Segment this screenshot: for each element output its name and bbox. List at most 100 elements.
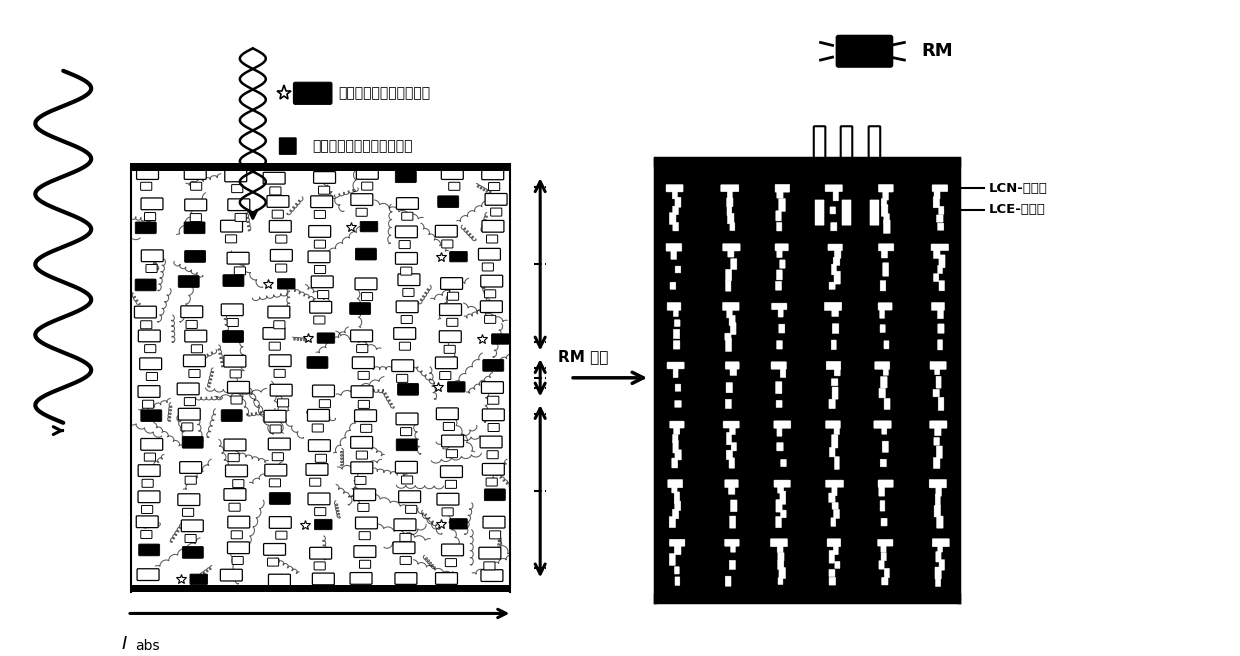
- FancyBboxPatch shape: [937, 306, 944, 319]
- FancyBboxPatch shape: [776, 211, 781, 221]
- FancyBboxPatch shape: [730, 222, 735, 231]
- FancyBboxPatch shape: [776, 443, 784, 451]
- FancyBboxPatch shape: [835, 271, 841, 284]
- FancyBboxPatch shape: [727, 450, 733, 460]
- FancyBboxPatch shape: [936, 483, 941, 496]
- FancyBboxPatch shape: [728, 249, 734, 257]
- Bar: [131, 163, 510, 171]
- FancyBboxPatch shape: [776, 500, 782, 512]
- FancyBboxPatch shape: [879, 483, 884, 496]
- FancyBboxPatch shape: [882, 577, 888, 585]
- FancyBboxPatch shape: [351, 386, 373, 398]
- FancyBboxPatch shape: [937, 324, 944, 333]
- FancyBboxPatch shape: [934, 190, 940, 199]
- FancyBboxPatch shape: [186, 320, 197, 329]
- FancyBboxPatch shape: [828, 493, 835, 502]
- FancyBboxPatch shape: [441, 435, 464, 447]
- FancyBboxPatch shape: [775, 244, 789, 251]
- FancyBboxPatch shape: [833, 257, 839, 266]
- FancyBboxPatch shape: [275, 235, 286, 243]
- FancyBboxPatch shape: [776, 190, 784, 198]
- FancyBboxPatch shape: [270, 425, 281, 433]
- FancyBboxPatch shape: [883, 263, 889, 276]
- FancyBboxPatch shape: [935, 576, 941, 586]
- FancyBboxPatch shape: [140, 182, 151, 190]
- FancyBboxPatch shape: [362, 182, 373, 190]
- FancyBboxPatch shape: [675, 567, 680, 574]
- FancyBboxPatch shape: [880, 281, 885, 291]
- FancyBboxPatch shape: [935, 425, 941, 436]
- FancyBboxPatch shape: [315, 508, 326, 516]
- FancyBboxPatch shape: [482, 409, 505, 420]
- FancyBboxPatch shape: [355, 278, 377, 290]
- FancyBboxPatch shape: [190, 574, 207, 584]
- FancyBboxPatch shape: [401, 316, 413, 323]
- FancyBboxPatch shape: [352, 357, 374, 369]
- FancyBboxPatch shape: [672, 509, 678, 519]
- FancyBboxPatch shape: [441, 544, 464, 556]
- FancyBboxPatch shape: [229, 503, 241, 511]
- FancyBboxPatch shape: [934, 506, 941, 517]
- Text: LCE-富集层: LCE-富集层: [990, 203, 1047, 216]
- FancyBboxPatch shape: [831, 340, 836, 350]
- FancyBboxPatch shape: [269, 479, 280, 487]
- FancyBboxPatch shape: [315, 455, 326, 462]
- Text: LCE: LCE: [901, 167, 939, 186]
- FancyBboxPatch shape: [143, 400, 154, 408]
- FancyBboxPatch shape: [263, 173, 285, 184]
- FancyBboxPatch shape: [184, 222, 205, 234]
- FancyBboxPatch shape: [138, 569, 159, 581]
- FancyBboxPatch shape: [882, 249, 888, 258]
- FancyBboxPatch shape: [393, 542, 415, 554]
- FancyBboxPatch shape: [827, 539, 841, 546]
- FancyBboxPatch shape: [308, 493, 330, 504]
- FancyBboxPatch shape: [140, 358, 161, 369]
- FancyBboxPatch shape: [231, 396, 242, 404]
- FancyBboxPatch shape: [776, 516, 781, 527]
- FancyBboxPatch shape: [668, 480, 683, 488]
- FancyBboxPatch shape: [880, 377, 887, 388]
- FancyBboxPatch shape: [675, 501, 681, 510]
- FancyBboxPatch shape: [832, 502, 838, 509]
- FancyBboxPatch shape: [438, 196, 459, 207]
- FancyBboxPatch shape: [141, 410, 161, 422]
- FancyBboxPatch shape: [350, 302, 371, 314]
- FancyBboxPatch shape: [227, 542, 249, 554]
- FancyBboxPatch shape: [841, 126, 852, 158]
- FancyBboxPatch shape: [670, 213, 676, 224]
- FancyBboxPatch shape: [221, 410, 242, 421]
- FancyBboxPatch shape: [832, 387, 838, 399]
- FancyBboxPatch shape: [263, 327, 285, 339]
- FancyBboxPatch shape: [675, 577, 680, 585]
- FancyBboxPatch shape: [939, 281, 945, 291]
- FancyBboxPatch shape: [179, 408, 200, 420]
- FancyBboxPatch shape: [672, 458, 678, 468]
- FancyBboxPatch shape: [882, 441, 888, 453]
- FancyBboxPatch shape: [725, 338, 732, 352]
- FancyBboxPatch shape: [880, 501, 885, 511]
- Bar: [131, 164, 510, 592]
- FancyBboxPatch shape: [228, 516, 249, 528]
- Text: LCN-富集层: LCN-富集层: [990, 182, 1048, 195]
- FancyBboxPatch shape: [439, 304, 461, 316]
- FancyBboxPatch shape: [880, 545, 887, 552]
- FancyBboxPatch shape: [673, 308, 678, 317]
- FancyBboxPatch shape: [138, 464, 160, 476]
- FancyBboxPatch shape: [315, 520, 332, 529]
- FancyBboxPatch shape: [672, 190, 677, 199]
- FancyBboxPatch shape: [402, 476, 413, 484]
- FancyBboxPatch shape: [879, 306, 884, 318]
- Bar: [655, 159, 960, 602]
- Text: 未激活的圆二色性光引发剂: 未激活的圆二色性光引发剂: [312, 139, 413, 153]
- FancyBboxPatch shape: [311, 276, 334, 288]
- FancyBboxPatch shape: [356, 451, 367, 459]
- FancyBboxPatch shape: [440, 277, 463, 289]
- FancyBboxPatch shape: [727, 189, 733, 199]
- FancyBboxPatch shape: [934, 274, 939, 281]
- FancyBboxPatch shape: [440, 371, 451, 380]
- FancyBboxPatch shape: [728, 485, 735, 495]
- FancyBboxPatch shape: [315, 266, 326, 274]
- FancyBboxPatch shape: [869, 126, 880, 158]
- FancyBboxPatch shape: [145, 213, 156, 220]
- FancyBboxPatch shape: [830, 282, 836, 289]
